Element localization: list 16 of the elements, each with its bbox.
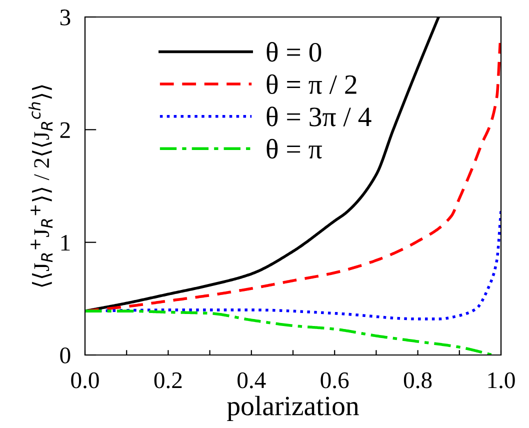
y-tick-label: 3 — [60, 10, 70, 26]
y-tick-label: 2 — [60, 122, 70, 138]
legend-label: θ = π / 2 — [266, 74, 356, 94]
text: ⟨⟨J$_{R}$$^{+}$J$_{R}$$^{+}$⟩⟩ / 2⟨⟨J$_{R}$$^{ch}$⟩⟩ — [28, 85, 53, 287]
x-tick-label: 0.8 — [404, 372, 432, 388]
y-tick-label: 1 — [61, 234, 70, 251]
x-axis-title: polarization — [227, 396, 359, 422]
x-tick-label: 0.2 — [154, 372, 182, 388]
y-tick-label: 0 — [60, 347, 70, 364]
x-tick-label: 1.0 — [488, 372, 515, 388]
x-tick-label: 0.4 — [238, 372, 266, 388]
x-tick-label: 0.0 — [71, 372, 99, 388]
x-tick-label: 0.6 — [320, 372, 349, 388]
legend-label: θ = 3π / 4 — [266, 106, 372, 126]
legend-label: θ = 0 — [266, 42, 322, 62]
legend-label: θ = π — [266, 138, 322, 159]
